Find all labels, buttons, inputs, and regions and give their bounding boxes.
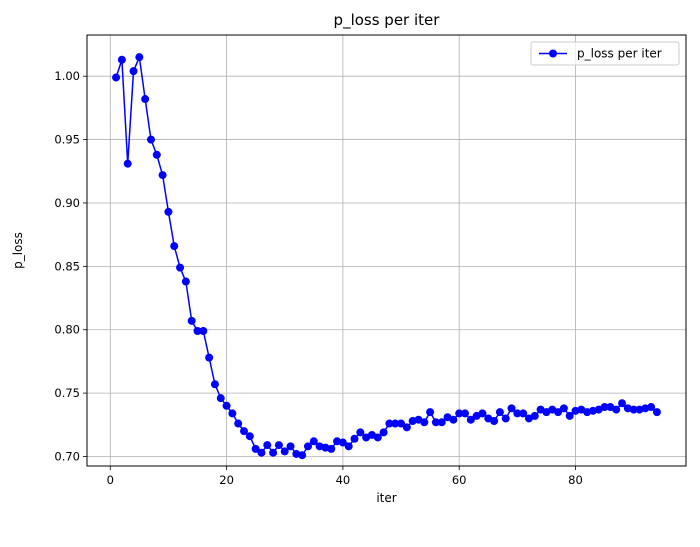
axes-frame — [86, 34, 687, 467]
data-point — [402, 423, 411, 432]
data-point — [164, 207, 173, 216]
data-point — [554, 408, 563, 417]
data-point — [478, 409, 487, 418]
legend-marker-sample — [549, 49, 557, 58]
data-point — [112, 73, 121, 82]
data-point — [228, 409, 237, 418]
y-tick-label: 0.90 — [54, 196, 80, 210]
chart-title: p_loss per iter — [334, 11, 441, 30]
data-point — [618, 399, 627, 408]
data-point — [461, 409, 470, 418]
legend-box — [530, 41, 680, 66]
data-point — [519, 409, 528, 418]
data-point — [240, 427, 249, 436]
data-point — [274, 441, 283, 450]
x-tick-label: 80 — [568, 473, 583, 487]
data-point — [141, 95, 150, 104]
data-point — [559, 404, 568, 413]
data-point — [263, 441, 272, 450]
y-tick-label: 1.00 — [54, 69, 80, 83]
data-point — [193, 326, 202, 335]
data-point — [216, 394, 225, 403]
data-point — [490, 416, 499, 425]
data-point — [117, 55, 126, 64]
data-point — [391, 419, 400, 428]
x-axis-label: iter — [376, 491, 396, 505]
data-point — [245, 432, 254, 441]
data-point — [431, 418, 440, 427]
y-tick-label: 0.95 — [54, 133, 80, 147]
data-point — [373, 433, 382, 442]
data-point — [309, 437, 318, 446]
x-tick-label: 0 — [107, 473, 114, 487]
data-point — [379, 428, 388, 437]
data-point — [565, 411, 574, 420]
data-point — [530, 411, 539, 420]
legend: p_loss per iter — [530, 41, 680, 66]
y-axis-label: p_loss — [11, 232, 25, 269]
data-point — [187, 316, 196, 325]
data-point — [199, 326, 208, 335]
data-point — [449, 415, 458, 424]
data-point — [397, 419, 406, 428]
data-point — [495, 408, 504, 417]
data-point — [327, 444, 336, 453]
grid — [87, 35, 686, 466]
data-point — [629, 405, 638, 414]
y-axis-ticks: 0.70 0.75 0.80 0.85 0.90 0.95 1.00 — [54, 69, 87, 463]
x-axis-ticks: 0 20 40 60 80 — [107, 466, 583, 487]
data-point — [356, 428, 365, 437]
data-point — [280, 447, 289, 456]
data-point — [251, 444, 260, 453]
data-point — [344, 442, 353, 451]
y-tick-label: 0.75 — [54, 386, 80, 400]
data-point — [181, 277, 190, 286]
data-point — [234, 419, 243, 428]
data-point — [205, 353, 214, 362]
data-point — [420, 418, 429, 427]
data-point — [437, 418, 446, 427]
data-point — [466, 415, 475, 424]
data-point — [129, 67, 138, 76]
data-point — [146, 135, 155, 144]
y-tick-label: 0.70 — [54, 449, 80, 463]
data-point — [286, 442, 295, 451]
data-point — [303, 442, 312, 451]
x-tick-label: 60 — [452, 473, 467, 487]
data-point — [158, 171, 167, 180]
legend-label: p_loss per iter — [577, 47, 662, 61]
data-point — [600, 403, 609, 412]
data-point — [222, 401, 231, 410]
data-point — [123, 159, 132, 168]
data-point — [501, 414, 510, 423]
series-line — [115, 56, 658, 456]
data-point — [513, 409, 522, 418]
data-point — [269, 448, 278, 457]
data-point — [507, 404, 516, 413]
data-point — [135, 53, 144, 62]
data-point — [298, 451, 307, 460]
y-tick-label: 0.85 — [54, 259, 80, 273]
data-point — [170, 242, 179, 251]
data-point — [652, 408, 661, 417]
data-point — [385, 419, 394, 428]
data-point — [350, 434, 359, 443]
x-tick-label: 20 — [219, 473, 234, 487]
data-point — [455, 409, 464, 418]
data-point — [257, 448, 266, 457]
series-layer — [112, 53, 661, 460]
data-point — [612, 405, 621, 414]
data-point — [338, 438, 347, 447]
data-point — [210, 380, 219, 389]
x-tick-label: 40 — [336, 473, 351, 487]
data-point — [176, 263, 185, 272]
y-tick-label: 0.80 — [54, 323, 80, 337]
data-point — [152, 150, 161, 159]
data-point — [426, 408, 435, 417]
data-point — [647, 403, 656, 412]
